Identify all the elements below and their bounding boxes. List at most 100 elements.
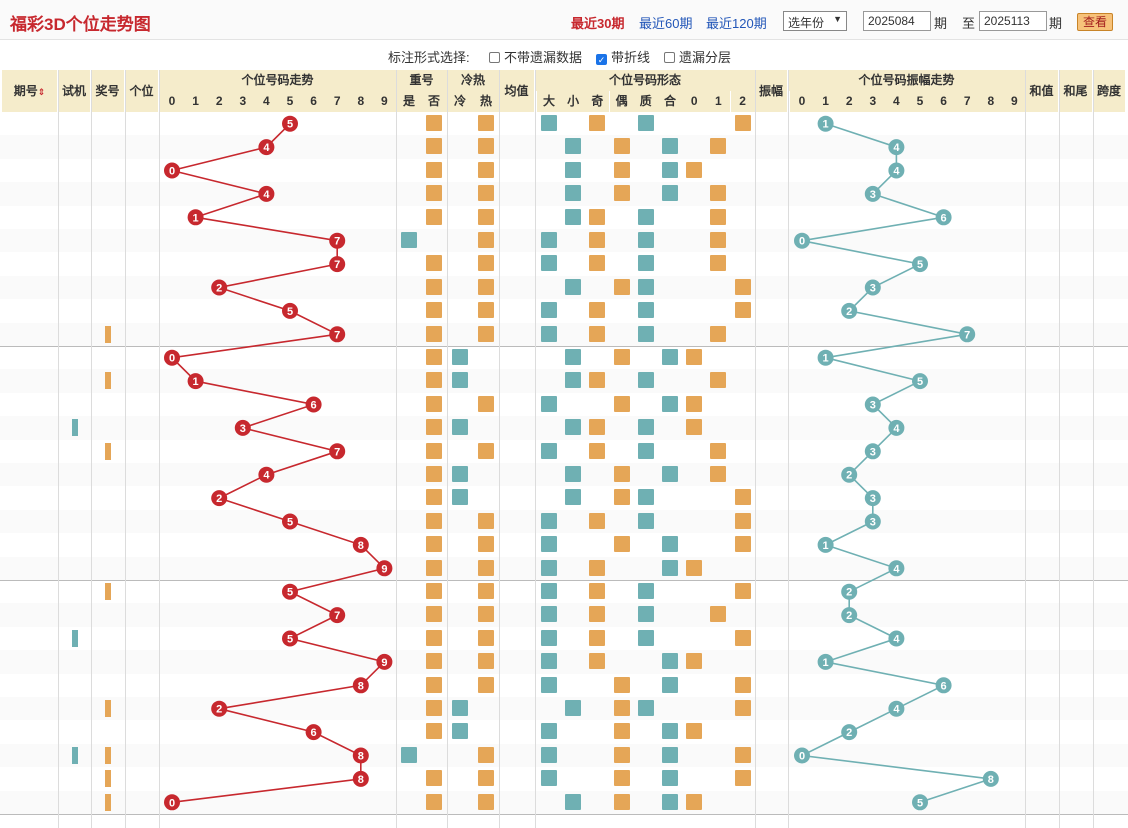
mod3-cell bbox=[706, 510, 730, 533]
amp-missing bbox=[861, 206, 885, 229]
amp-missing bbox=[979, 159, 1003, 182]
avg-value bbox=[499, 650, 535, 673]
amp-missing bbox=[955, 299, 979, 322]
form-tag bbox=[589, 255, 606, 272]
trend-missing bbox=[349, 252, 373, 275]
trend-missing bbox=[160, 720, 184, 743]
amp-missing bbox=[814, 627, 838, 650]
unit-digit bbox=[125, 112, 159, 135]
amp-missing bbox=[837, 697, 861, 720]
header-form-sub: 2 bbox=[730, 91, 755, 112]
heat-hot bbox=[473, 159, 499, 182]
repeat-yes bbox=[396, 346, 422, 369]
form-cell bbox=[634, 323, 658, 346]
from-period-input[interactable]: 2025084 bbox=[863, 11, 931, 31]
checkbox-no-missing[interactable] bbox=[489, 52, 500, 63]
mod3-tag bbox=[734, 489, 751, 506]
header-amp-digit: 3 bbox=[860, 91, 885, 112]
amp-missing bbox=[979, 323, 1003, 346]
amp-missing bbox=[1002, 791, 1026, 814]
trend-missing bbox=[372, 252, 396, 275]
trend-missing bbox=[207, 299, 231, 322]
form-cell bbox=[634, 580, 658, 603]
year-select[interactable]: 选年份 ▼ bbox=[783, 11, 847, 31]
span-value bbox=[1093, 252, 1126, 275]
form-cell bbox=[537, 463, 561, 486]
option-polyline[interactable]: ✓ 带折线 bbox=[596, 47, 650, 66]
amp-ball-label: 2 bbox=[846, 727, 852, 739]
trend-ball-label: 0 bbox=[169, 166, 175, 178]
mod3-cell bbox=[682, 791, 706, 814]
mod3-cell bbox=[731, 533, 755, 556]
sort-arrows-icon[interactable]: ⇕ bbox=[37, 87, 46, 97]
recent-30-link[interactable]: 最近30期 bbox=[571, 16, 625, 31]
trend-missing bbox=[372, 369, 396, 392]
mod3-cell bbox=[682, 650, 706, 673]
amp-missing bbox=[814, 440, 838, 463]
header-amp-digit: 4 bbox=[884, 91, 909, 112]
trend-missing bbox=[254, 486, 278, 509]
trend-missing bbox=[207, 323, 231, 346]
amp-missing bbox=[790, 206, 814, 229]
form-tag bbox=[637, 208, 654, 225]
recent-120-link[interactable]: 最近120期 bbox=[706, 16, 767, 31]
amp-missing bbox=[837, 510, 861, 533]
avg-value bbox=[499, 674, 535, 697]
option-no-missing[interactable]: 不带遗漏数据 bbox=[489, 47, 582, 66]
prize-number bbox=[91, 791, 125, 814]
amp-missing bbox=[814, 767, 838, 790]
amp-missing bbox=[814, 720, 838, 743]
form-cell bbox=[658, 744, 682, 767]
mod3-cell bbox=[731, 369, 755, 392]
form-tag bbox=[589, 302, 606, 319]
mod3-cell bbox=[731, 323, 755, 346]
hot-tag bbox=[478, 746, 494, 763]
mod3-tag bbox=[710, 208, 727, 225]
option-layered[interactable]: 遗漏分层 bbox=[664, 47, 731, 66]
prize-number bbox=[91, 416, 125, 439]
column-separator bbox=[788, 70, 789, 828]
amp-missing bbox=[790, 674, 814, 697]
trend-missing bbox=[160, 580, 184, 603]
amp-ball-label: 6 bbox=[941, 680, 947, 692]
unit-digit bbox=[125, 323, 159, 346]
mod3-tag bbox=[734, 536, 751, 553]
amp-missing bbox=[837, 229, 861, 252]
mod3-tag bbox=[734, 115, 751, 131]
form-cell bbox=[537, 182, 561, 205]
prize-number bbox=[91, 697, 125, 720]
checkbox-layered[interactable] bbox=[664, 52, 675, 63]
view-button[interactable]: 查看 bbox=[1077, 13, 1113, 31]
trend-missing bbox=[184, 112, 208, 135]
display-options: 标注形式选择: 不带遗漏数据 ✓ 带折线 遗漏分层 bbox=[0, 44, 1128, 66]
trend-ball bbox=[282, 583, 298, 600]
amp-ball bbox=[888, 162, 905, 179]
amp-missing bbox=[932, 229, 956, 252]
form-cell bbox=[634, 182, 658, 205]
unit-digit bbox=[125, 533, 159, 556]
trend-missing bbox=[160, 744, 184, 767]
mod3-cell bbox=[682, 557, 706, 580]
amp-missing bbox=[861, 229, 885, 252]
form-cell bbox=[634, 159, 658, 182]
hot-tag bbox=[478, 606, 494, 623]
avg-value bbox=[499, 416, 535, 439]
recent-60-link[interactable]: 最近60期 bbox=[639, 16, 693, 31]
amp-missing bbox=[955, 720, 979, 743]
period-cell bbox=[2, 533, 58, 556]
checkbox-polyline[interactable]: ✓ bbox=[596, 54, 607, 65]
trend-ball-label: 8 bbox=[358, 540, 364, 552]
header-period[interactable]: 期号⇕ bbox=[2, 70, 58, 112]
amp-ball-label: 4 bbox=[893, 634, 900, 646]
amp-missing bbox=[790, 252, 814, 275]
sum-value bbox=[1025, 299, 1059, 322]
amp-missing bbox=[908, 557, 932, 580]
amplitude-value bbox=[755, 463, 788, 486]
to-period-input[interactable]: 2025113 bbox=[979, 11, 1047, 31]
trend-missing bbox=[160, 323, 184, 346]
amp-missing bbox=[932, 159, 956, 182]
amp-missing bbox=[908, 112, 932, 135]
trend-missing bbox=[349, 276, 373, 299]
form-cell bbox=[658, 557, 682, 580]
amplitude-value bbox=[755, 229, 788, 252]
